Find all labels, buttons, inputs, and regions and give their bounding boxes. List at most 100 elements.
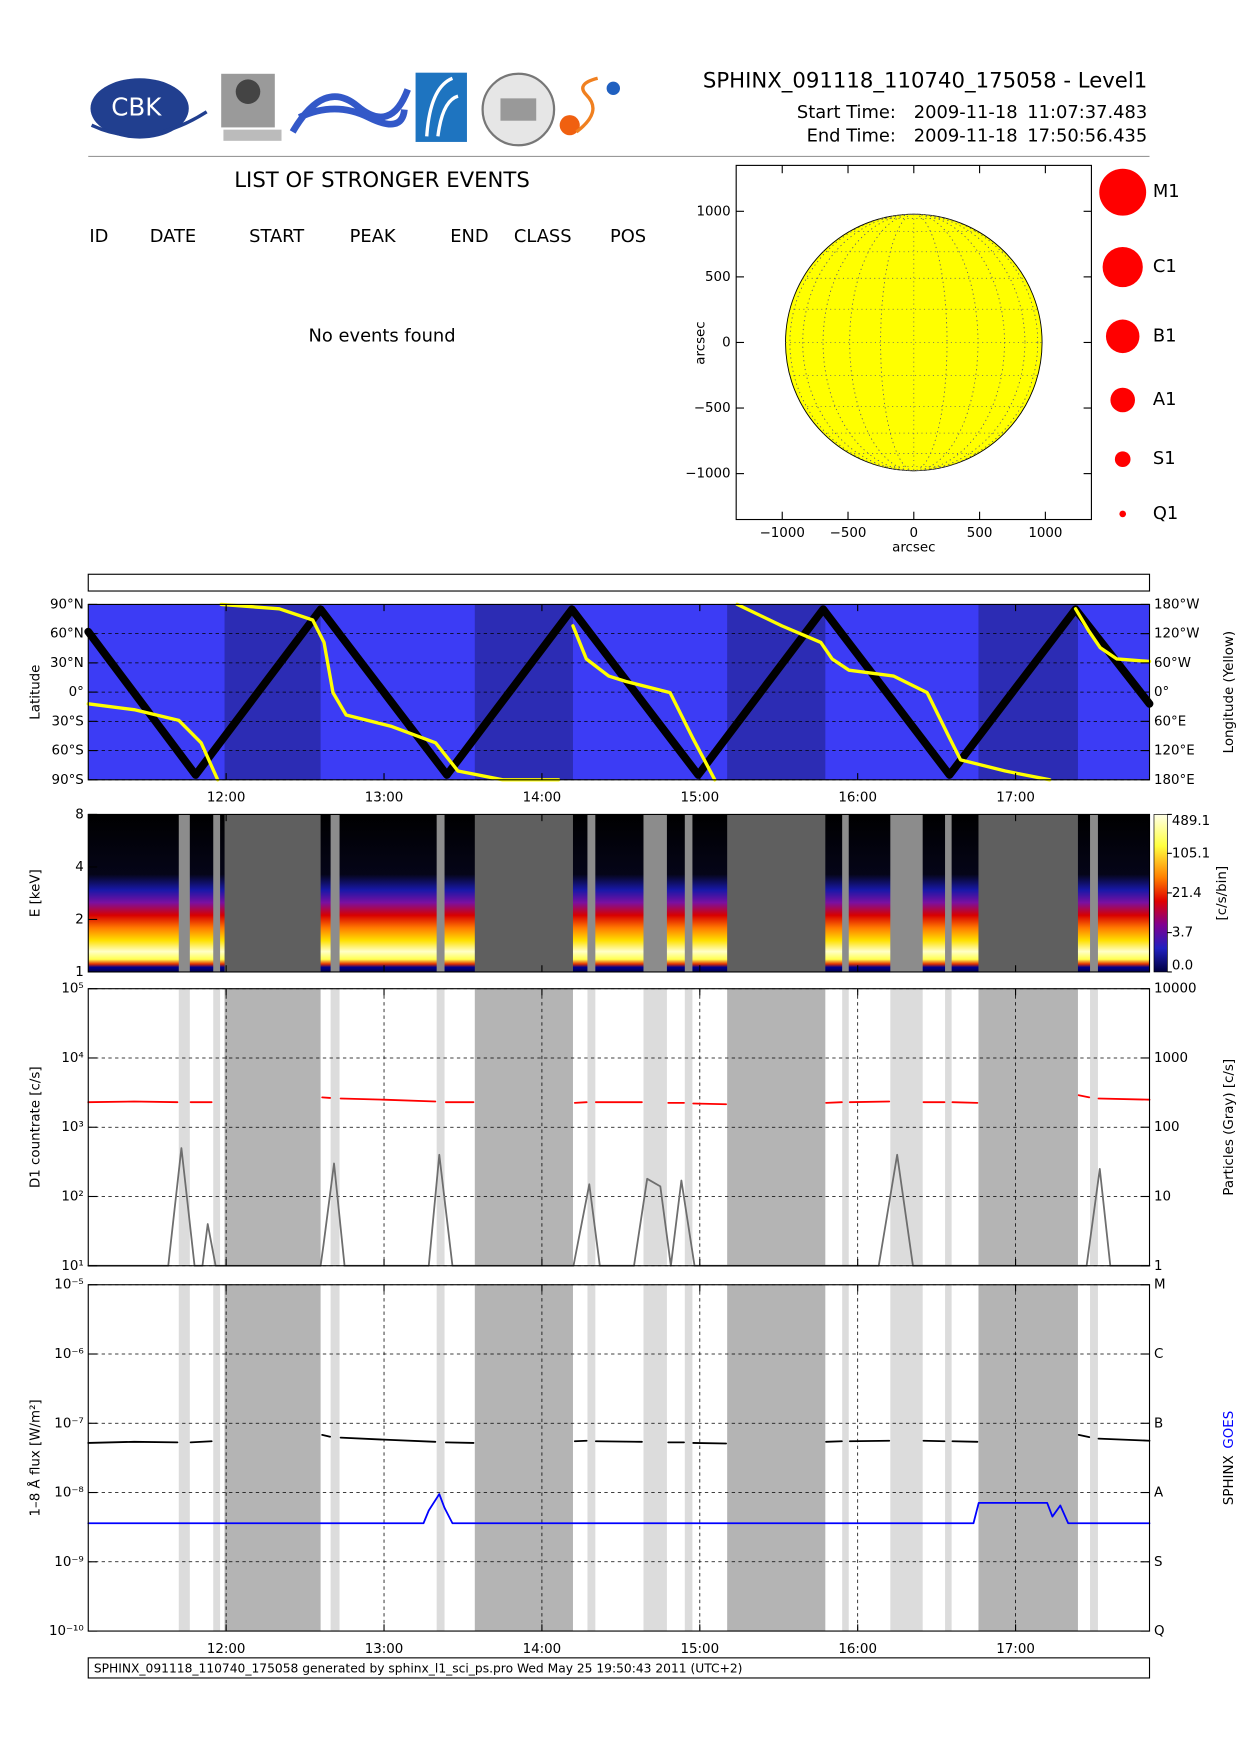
eclipse xyxy=(978,814,1078,972)
y2-tick-label: 120°W xyxy=(1154,627,1200,642)
logos: CBK xyxy=(90,72,620,147)
cbk-text: CBK xyxy=(111,92,162,121)
particle-gap xyxy=(330,988,340,1266)
y-tick-label: 10³ xyxy=(61,1120,83,1135)
y2-tick-label: 180°E xyxy=(1154,773,1195,788)
end-time: 17:50:56.435 xyxy=(1027,125,1147,146)
seal-building xyxy=(500,98,537,121)
series-line xyxy=(87,1433,1151,1445)
events-column: CLASS xyxy=(514,226,572,247)
x-tick-label: 0 xyxy=(910,526,919,541)
class-marker xyxy=(1102,246,1143,288)
y2-tick-label: 180°W xyxy=(1154,597,1200,612)
eclipse xyxy=(224,814,321,972)
mifi-logo xyxy=(289,88,411,134)
y-tick-label: 10⁵ xyxy=(61,982,83,997)
colorbar-tick-label: 105.1 xyxy=(1172,846,1210,861)
x-tick-label: 500 xyxy=(967,526,993,541)
eclipse xyxy=(474,814,573,972)
colorbar-label: [c/s/bin] xyxy=(1215,866,1230,921)
y-tick-label: 10⁻⁵ xyxy=(54,1278,83,1293)
x-axis-label: arcsec xyxy=(892,540,935,555)
y2-tick-label: C xyxy=(1154,1347,1163,1362)
class-marker xyxy=(1105,319,1140,354)
eclipse xyxy=(727,814,826,972)
events-column: PEAK xyxy=(350,226,397,247)
square-logo-arc xyxy=(425,76,459,137)
portrait-head xyxy=(235,79,261,104)
report-title: SPHINX_091118_110740_175058 - Level1 xyxy=(703,69,1147,94)
sun-logo-dot xyxy=(606,81,620,96)
particle-gap xyxy=(1090,814,1098,972)
class-label: S1 xyxy=(1153,448,1176,469)
particle-gap xyxy=(213,814,221,972)
particle-gap xyxy=(436,988,445,1266)
x-tick-label: 13:00 xyxy=(365,1642,404,1657)
series-line xyxy=(87,1147,1151,1267)
start-date: 2009-11-18 xyxy=(914,102,1018,123)
start-time: 11:07:37.483 xyxy=(1027,102,1147,123)
y-tick-label: 10⁴ xyxy=(61,1051,83,1066)
solar-disk xyxy=(785,213,1043,472)
y2-tick-label: B xyxy=(1154,1416,1163,1431)
eclipse xyxy=(978,1284,1078,1632)
events-message: No events found xyxy=(309,325,456,346)
series-line xyxy=(87,1493,1151,1525)
x-tick-label: 16:00 xyxy=(838,791,877,806)
series-line xyxy=(84,605,1154,779)
y-axis-label: 1–8 Å flux [W/m²] xyxy=(27,1399,44,1516)
x-tick-label: 14:00 xyxy=(523,1642,562,1657)
particle-gap xyxy=(842,814,849,972)
y-tick-label: 60°N xyxy=(50,627,84,642)
particle-gap xyxy=(178,814,190,972)
y-tick-label: 10⁻⁶ xyxy=(54,1347,83,1362)
y-tick-label: −500 xyxy=(694,401,731,416)
y-axis-label: arcsec xyxy=(693,321,708,364)
y-tick-label: 0° xyxy=(69,685,84,700)
particle-gap xyxy=(643,814,667,972)
particle-gap xyxy=(1090,1284,1098,1632)
series-line xyxy=(86,602,1152,782)
start-label: Start Time: xyxy=(797,102,896,123)
colorbar-tick-label: 3.7 xyxy=(1172,926,1193,941)
x-tick-label: 1000 xyxy=(1028,526,1062,541)
y-tick-label: 10⁻⁸ xyxy=(54,1486,83,1501)
eclipse xyxy=(727,988,826,1266)
events-column: POS xyxy=(610,226,646,247)
x-tick-label: 17:00 xyxy=(996,791,1035,806)
portrait-caption xyxy=(223,129,282,141)
particle-gap xyxy=(842,988,849,1266)
y-tick-label: 60°S xyxy=(52,744,84,759)
y-tick-label: 10⁻⁹ xyxy=(54,1555,83,1570)
y-axis-label: Latitude xyxy=(29,665,44,720)
y2-tick-label: 1000 xyxy=(1154,1051,1188,1066)
particle-gap xyxy=(178,1284,190,1632)
events-column: ID xyxy=(89,226,108,247)
end-date: 2009-11-18 xyxy=(914,125,1018,146)
y-axis-label: E [keV] xyxy=(29,869,44,917)
legend-entry: SPHINX xyxy=(1222,1455,1237,1505)
x-tick-label: 15:00 xyxy=(681,1642,720,1657)
eclipse xyxy=(474,1284,573,1632)
y-tick-label: 2 xyxy=(75,912,84,927)
y-tick-label: 1000 xyxy=(697,204,731,219)
particle-gap xyxy=(330,814,340,972)
colorbar-tick-label: 21.4 xyxy=(1172,886,1202,901)
y2-tick-label: 0° xyxy=(1154,685,1169,700)
y2-tick-label: 100 xyxy=(1154,1120,1180,1135)
y-tick-label: 0 xyxy=(722,335,731,350)
y-tick-label: 8 xyxy=(75,807,84,822)
y2-tick-label: 1 xyxy=(1154,1259,1163,1274)
particle-gap xyxy=(436,1284,445,1632)
y-tick-label: 10² xyxy=(61,1189,83,1204)
legend-entry: GOES xyxy=(1222,1411,1237,1449)
class-label: M1 xyxy=(1153,181,1180,202)
sun-logo xyxy=(559,115,580,136)
cbk-swoosh xyxy=(90,110,208,138)
panel-frame xyxy=(87,813,1151,973)
particle-gap xyxy=(436,814,445,972)
footer-box xyxy=(87,1657,1151,1679)
events-title: LIST OF STRONGER EVENTS xyxy=(234,168,530,193)
empty-bar xyxy=(87,573,1151,592)
